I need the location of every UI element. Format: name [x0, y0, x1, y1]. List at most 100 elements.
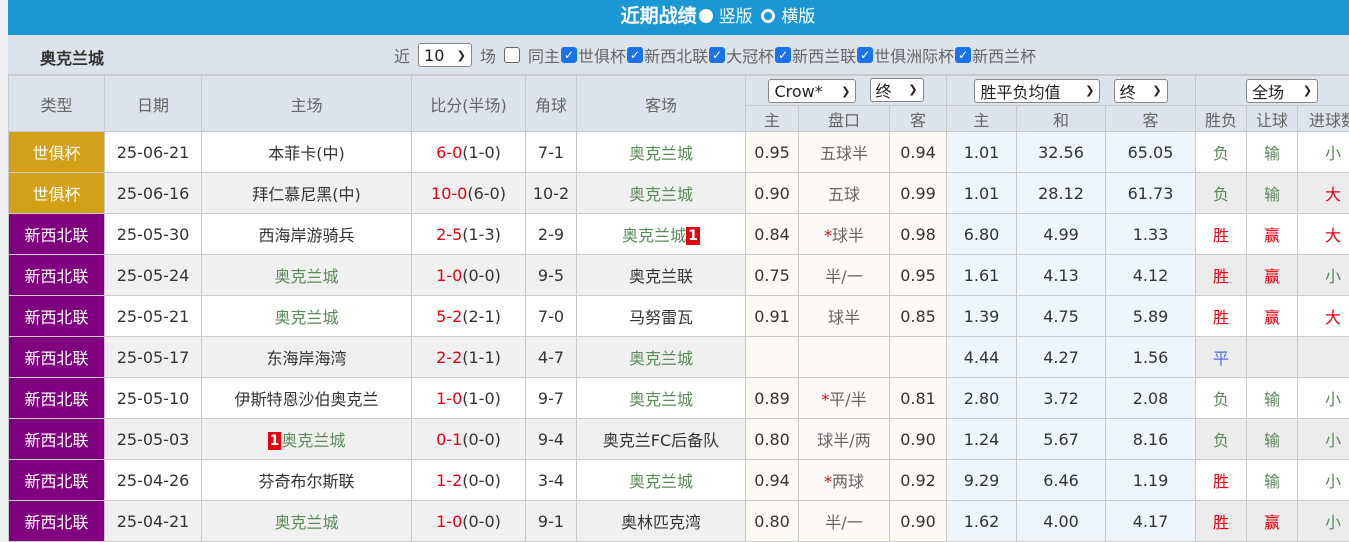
radio-horizontal[interactable] [761, 9, 775, 23]
competition-checkbox[interactable]: ✓ [775, 47, 791, 63]
away-team-name[interactable]: 奥克兰城 [629, 144, 693, 163]
match-date: 25-05-21 [105, 296, 202, 337]
away-team-name[interactable]: 奥克兰城 [629, 472, 693, 491]
radio-vertical[interactable] [699, 9, 713, 23]
odds-away: 0.90 [890, 501, 947, 542]
away-team-name[interactable]: 奥克兰城 [622, 226, 686, 245]
average-select[interactable]: 胜平负均值❯ [974, 79, 1100, 103]
header-draw: 和 [1017, 106, 1106, 132]
away-team-name[interactable]: 马努雷瓦 [629, 308, 693, 327]
avg-win-home: 9.29 [947, 460, 1017, 501]
full-time-score: 1-0 [436, 512, 462, 531]
competition-label: 新西兰杯 [972, 43, 1036, 67]
odds-stage-value: 终 [876, 78, 892, 102]
competition-checkbox[interactable]: ✓ [709, 47, 725, 63]
chevron-down-icon: ❯ [1085, 84, 1094, 97]
away-team-name[interactable]: 奥克兰FC后备队 [603, 431, 719, 450]
match-type: 新西北联 [9, 296, 105, 337]
avg-win-home: 6.80 [947, 214, 1017, 255]
half-time-score: (1-3) [462, 225, 501, 244]
result: 胜 [1196, 296, 1247, 337]
avg-win-away: 1.56 [1106, 337, 1196, 378]
home-team-name[interactable]: 东海岸海湾 [266, 349, 346, 368]
odds-away: 0.99 [890, 173, 947, 214]
header-result: 胜负 [1196, 106, 1247, 132]
home-team-name[interactable]: 本菲卡(中) [268, 144, 345, 163]
away-team-name[interactable]: 奥克兰城 [629, 349, 693, 368]
away-team-name[interactable]: 奥克兰联 [629, 267, 693, 286]
competition-checkbox[interactable]: ✓ [955, 47, 971, 63]
handicap-result [1247, 337, 1298, 378]
full-time-score: 1-0 [436, 389, 462, 408]
average-stage-select[interactable]: 终❯ [1114, 79, 1168, 103]
home-team-name[interactable]: 伊斯特恩沙伯奥克兰 [234, 390, 378, 409]
average-stage-value: 终 [1120, 79, 1136, 103]
handicap-result: 赢 [1247, 255, 1298, 296]
star-marker: * [824, 472, 832, 491]
home-team-name[interactable]: 奥克兰城 [274, 308, 338, 327]
away-team: 奥克兰联 [577, 255, 746, 296]
score: 1-2(0-0) [412, 460, 526, 501]
odds-stage-select[interactable]: 终❯ [870, 78, 924, 102]
header-win-away: 客 [1106, 106, 1196, 132]
avg-win-away: 8.16 [1106, 419, 1196, 460]
option-vertical-label[interactable]: 竖版 [719, 7, 753, 27]
competition-checkbox[interactable]: ✓ [857, 47, 873, 63]
odds-home: 0.95 [746, 132, 799, 173]
home-team-name[interactable]: 奥克兰城 [281, 431, 345, 450]
handicap-value: 五球半 [820, 144, 868, 163]
home-team-name[interactable]: 芬奇布尔斯联 [258, 472, 354, 491]
header-corner: 角球 [526, 76, 577, 132]
avg-win-away: 4.17 [1106, 501, 1196, 542]
result: 胜 [1196, 501, 1247, 542]
odds-away: 0.81 [890, 378, 947, 419]
match-date: 25-04-21 [105, 501, 202, 542]
away-team-name[interactable]: 奥林匹克湾 [621, 513, 701, 532]
competition-checkbox[interactable]: ✓ [561, 47, 577, 63]
handicap-value: 五球 [828, 185, 860, 204]
odds-away: 0.90 [890, 419, 947, 460]
star-marker: * [824, 226, 832, 245]
chevron-down-icon: ❯ [1303, 84, 1312, 97]
odds-home: 0.89 [746, 378, 799, 419]
handicap-value: 球半 [832, 226, 864, 245]
header-handicap: 盘口 [799, 106, 890, 132]
company-select[interactable]: Crow*❯ [768, 79, 856, 103]
goals-result: 小 [1298, 419, 1349, 460]
matches-label: 场 [480, 43, 496, 67]
header-odds-away: 客 [890, 106, 947, 132]
handicap-value: 球半/两 [817, 431, 870, 450]
period-select[interactable]: 全场❯ [1246, 79, 1318, 103]
handicap-value: 半/一 [825, 513, 862, 532]
option-horizontal-label[interactable]: 横版 [781, 7, 815, 27]
avg-draw: 28.12 [1017, 173, 1106, 214]
match-date: 25-04-26 [105, 460, 202, 501]
away-team: 奥克兰城 [577, 378, 746, 419]
goals-result: 大 [1298, 214, 1349, 255]
header-home: 主场 [202, 76, 412, 132]
match-count-select[interactable]: 10❯ [418, 43, 472, 67]
away-team-name[interactable]: 奥克兰城 [629, 185, 693, 204]
goals-result: 小 [1298, 378, 1349, 419]
home-team-name[interactable]: 奥克兰城 [274, 513, 338, 532]
avg-win-away: 2.08 [1106, 378, 1196, 419]
result: 负 [1196, 132, 1247, 173]
competition-checkbox[interactable]: ✓ [627, 47, 643, 63]
avg-draw: 3.72 [1017, 378, 1106, 419]
goals-result: 小 [1298, 501, 1349, 542]
match-type: 新西北联 [9, 214, 105, 255]
away-team: 奥克兰FC后备队 [577, 419, 746, 460]
avg-win-away: 65.05 [1106, 132, 1196, 173]
same-home-checkbox[interactable] [504, 47, 520, 63]
match-date: 25-05-30 [105, 214, 202, 255]
home-team-name[interactable]: 拜仁慕尼黑(中) [252, 185, 361, 204]
away-team: 奥克兰城 [577, 173, 746, 214]
match-date: 25-06-21 [105, 132, 202, 173]
home-team-name[interactable]: 西海岸游骑兵 [258, 226, 354, 245]
home-team: 东海岸海湾 [202, 337, 412, 378]
home-team-name[interactable]: 奥克兰城 [274, 267, 338, 286]
away-team-name[interactable]: 奥克兰城 [629, 390, 693, 409]
